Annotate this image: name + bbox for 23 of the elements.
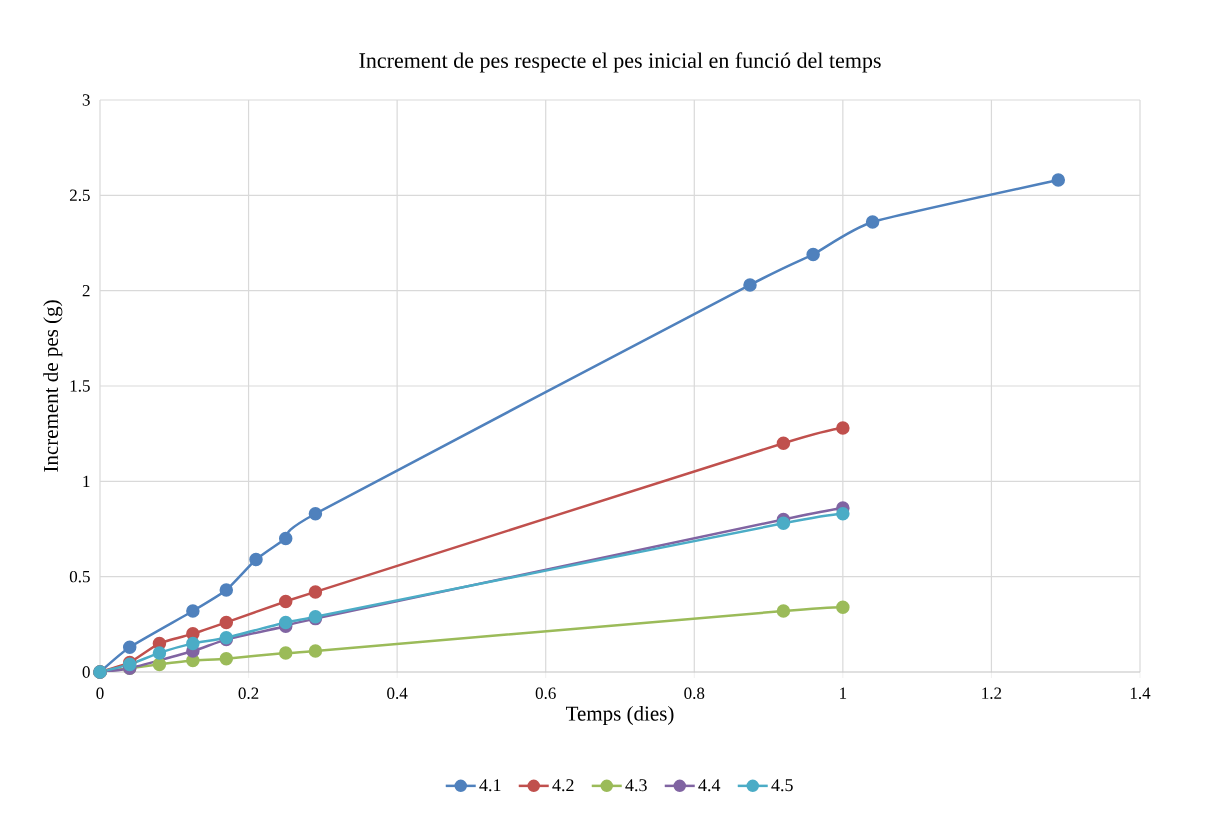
y-tick-label: 0: [82, 666, 90, 678]
y-tick-label: 2.5: [69, 189, 90, 202]
y-tick-label: 1.5: [70, 380, 90, 392]
x-tick-label: 0: [96, 687, 104, 700]
y-tick-label: 0.5: [69, 570, 90, 583]
y-tick-label: 3: [82, 94, 90, 106]
x-tick-label: 1: [840, 687, 847, 699]
x-tick-label: 0.4: [387, 687, 408, 700]
x-axis-title: Temps (dies): [566, 705, 674, 725]
legend-label: 4.3: [625, 779, 647, 792]
x-tick-label: 1.4: [1130, 687, 1151, 699]
chart-title: Increment de pes respecte el pes inicial en funció del temps: [359, 52, 881, 73]
x-tick-label: 0.8: [684, 687, 705, 700]
legend-label: 4.5: [771, 779, 793, 792]
x-tick-label: 1.2: [982, 687, 1002, 700]
x-tick-label: 0.2: [238, 687, 259, 700]
y-axis-title: Increment de pes (g): [43, 300, 63, 472]
y-tick-label: 1: [83, 475, 90, 487]
y-tick-label: 2: [82, 285, 90, 297]
x-tick-label: 0.6: [535, 687, 556, 700]
legend-label: 4.2: [552, 779, 574, 792]
legend-label: 4.1: [479, 779, 501, 792]
legend-label: 4.4: [698, 779, 721, 792]
